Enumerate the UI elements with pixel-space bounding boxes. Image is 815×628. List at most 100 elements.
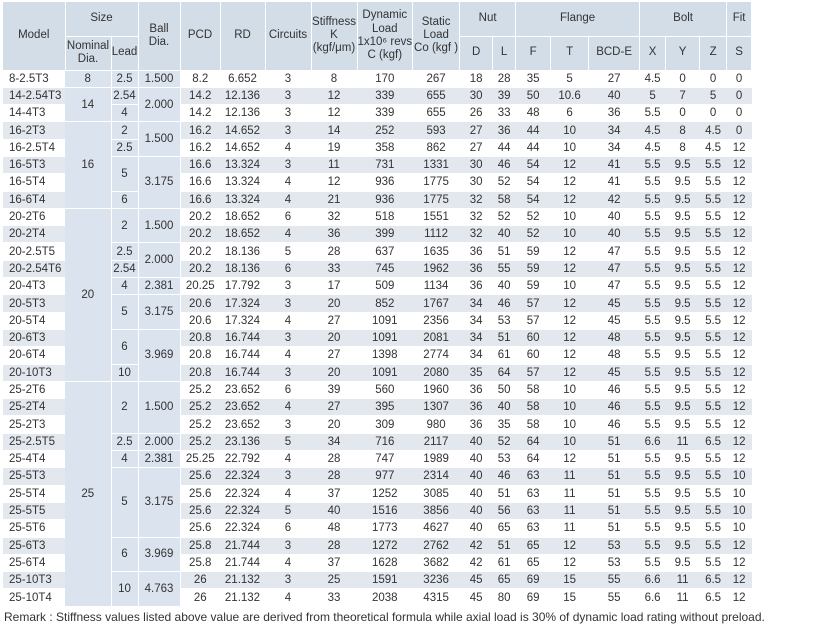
cell-bolt-y: 11 — [665, 433, 700, 452]
header-model: Model — [3, 2, 66, 71]
cell-bolt-x: 5.5 — [639, 242, 666, 261]
cell-bolt-z: 5.5 — [699, 450, 727, 469]
cell-fit-s: 12 — [726, 225, 752, 244]
cell-fit-s: 10 — [726, 502, 752, 521]
cell-model: 25-6T4 — [3, 554, 65, 573]
cell-bolt-y: 9.5 — [665, 294, 700, 313]
cell-nut-d: 32 — [459, 191, 493, 209]
cell-circuits: 4 — [265, 346, 311, 365]
cell-model: 20-2T4 — [3, 225, 65, 244]
cell-bolt-y: 9.5 — [665, 415, 700, 434]
header-nut: Nut — [459, 2, 517, 37]
cell-nut-d: 40 — [459, 502, 493, 521]
cell-rd: 21.744 — [220, 537, 265, 555]
cell-fit-s: 0 — [726, 87, 752, 106]
cell-nut-l: 46 — [492, 294, 516, 313]
cell-stiffness: 28 — [311, 242, 357, 261]
cell-dynamic-load: 637 — [357, 242, 413, 261]
cell-model: 25-2T6 — [3, 381, 65, 400]
cell-lead: 2.5 — [111, 242, 139, 261]
cell-bolt-x: 5 — [639, 87, 666, 106]
cell-static-load: 655 — [412, 87, 460, 106]
cell-flange-bcd: 40 — [588, 87, 640, 106]
cell-nut-d: 36 — [459, 242, 493, 261]
cell-flange-f: 64 — [515, 433, 551, 452]
cell-dynamic-load: 716 — [357, 433, 413, 452]
cell-pcd: 25.6 — [180, 467, 220, 486]
cell-rd: 23.652 — [220, 398, 265, 417]
cell-flange-f: 59 — [515, 260, 551, 279]
cell-model: 25-5T5 — [3, 502, 65, 521]
cell-fit-s: 12 — [726, 433, 752, 452]
cell-fit-s: 12 — [726, 537, 752, 555]
cell-fit-s: 12 — [726, 415, 752, 434]
cell-flange-t: 12 — [550, 554, 589, 573]
table-row: 25-2T4 25.2 23.652 4 27 395 1307 36 40 58 10 46 5.5 9… — [3, 398, 752, 417]
cell-circuits: 4 — [265, 191, 311, 209]
header-fit-s: S — [726, 36, 753, 71]
cell-model: 20-2.5T5 — [3, 242, 65, 261]
table-row: 16-2T3 16 2 1.500 16.2 14.652 3 14 252 593 27 36 44 1… — [3, 121, 752, 209]
cell-flange-t: 12 — [550, 294, 589, 313]
cell-lead: 2 — [111, 121, 139, 140]
cell-flange-bcd: 34 — [588, 121, 640, 140]
cell-fit-s: 12 — [726, 156, 752, 175]
spec-table: Model Size Ball Dia. PCD RD Circuits Stif… — [3, 2, 753, 607]
cell-flange-t: 12 — [550, 191, 589, 209]
cell-stiffness: 27 — [311, 346, 357, 365]
cell-dynamic-load: 395 — [357, 398, 413, 417]
table-row: 25-2.5T5 2.5 2.000 25.2 23.136 5 34 716 2117 40 52… — [3, 433, 752, 452]
cell-flange-t: 10 — [550, 139, 589, 157]
cell-flange-bcd: 53 — [588, 537, 640, 555]
cell-flange-t: 10 — [550, 381, 589, 400]
cell-nut-d: 27 — [459, 121, 493, 140]
table-row: 20-10T3 10 20.8 16.744 3 20 1091 2080 35 64 57 12 45… — [3, 364, 752, 382]
cell-stiffness: 8 — [311, 70, 357, 88]
cell-circuits: 4 — [265, 139, 311, 157]
cell-bolt-z: 6.5 — [699, 433, 727, 452]
cell-stiffness: 12 — [311, 173, 357, 192]
cell-flange-t: 12 — [550, 537, 589, 555]
cell-bolt-y: 9.5 — [665, 381, 700, 400]
cell-lead: 2.54 — [111, 260, 139, 279]
cell-pcd: 20.2 — [180, 208, 220, 227]
cell-fit-s: 12 — [726, 329, 752, 348]
cell-ball-dia: 3.969 — [138, 537, 181, 573]
cell-model: 25-10T3 — [3, 571, 65, 590]
cell-pcd: 14.2 — [180, 87, 220, 106]
cell-fit-s: 0 — [726, 104, 752, 123]
cell-circuits: 3 — [265, 467, 311, 486]
cell-flange-t: 15 — [550, 588, 589, 607]
cell-flange-f: 57 — [515, 312, 551, 330]
cell-flange-t: 11 — [550, 467, 589, 486]
cell-bolt-x: 5.5 — [639, 485, 666, 503]
cell-flange-bcd: 47 — [588, 242, 640, 261]
cell-nut-d: 36 — [459, 381, 493, 400]
cell-flange-f: 35 — [515, 70, 551, 88]
cell-flange-t: 10 — [550, 415, 589, 434]
cell-dynamic-load: 2038 — [357, 588, 413, 607]
cell-nut-l: 61 — [492, 554, 516, 573]
header-fit: Fit — [726, 2, 753, 37]
cell-flange-t: 5 — [550, 70, 589, 88]
cell-nut-l: 64 — [492, 364, 516, 382]
cell-nut-l: 50 — [492, 381, 516, 400]
cell-fit-s: 12 — [726, 260, 752, 279]
header-nut-l: L — [492, 36, 517, 71]
cell-flange-f: 65 — [515, 537, 551, 555]
cell-model: 14-2.54T3 — [3, 87, 65, 106]
cell-nut-l: 51 — [492, 329, 516, 348]
cell-nut-d: 36 — [459, 415, 493, 434]
cell-fit-s: 12 — [726, 554, 752, 573]
cell-static-load: 1962 — [412, 260, 460, 279]
cell-rd: 13.324 — [220, 156, 265, 175]
table-row: 25-5T3 5 3.175 25.6 22.324 3 28 977 2314 40 46 63 11… — [3, 467, 752, 538]
cell-nominal-dia: 16 — [65, 121, 112, 209]
cell-model: 25-4T4 — [3, 450, 65, 469]
cell-flange-t: 11 — [550, 485, 589, 503]
cell-rd: 16.744 — [220, 329, 265, 348]
cell-bolt-y: 9.5 — [665, 191, 700, 209]
cell-model: 20-10T3 — [3, 364, 65, 382]
cell-flange-f: 54 — [515, 173, 551, 192]
cell-flange-t: 12 — [550, 364, 589, 382]
